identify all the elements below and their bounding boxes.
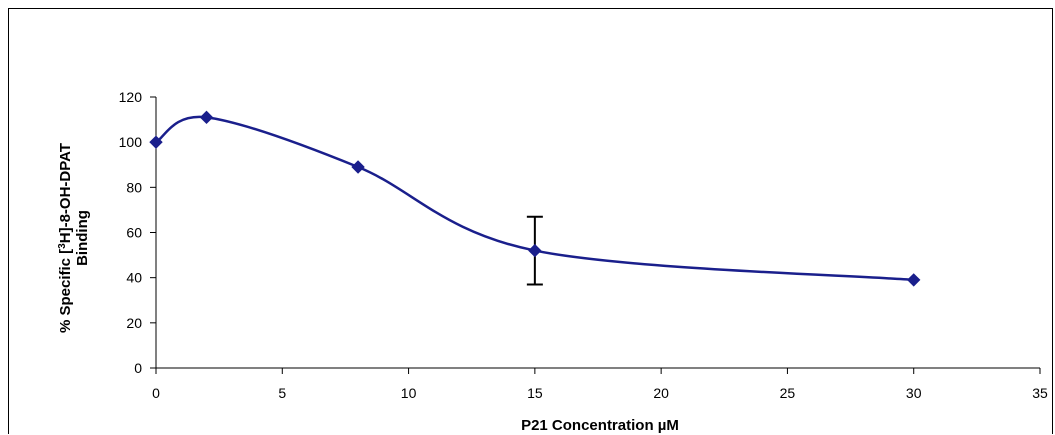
svg-text:% Specific [3H]-8-OH-DPAT: % Specific [3H]-8-OH-DPAT — [57, 143, 75, 333]
y-tick-label: 40 — [126, 270, 142, 286]
y-axis-title-prefix: % Specific [ — [57, 249, 74, 333]
x-tick-label: 15 — [527, 385, 543, 401]
y-axis-title-sup: 3 — [57, 243, 68, 249]
y-tick-label: 100 — [119, 134, 143, 150]
x-tick-label: 25 — [780, 385, 796, 401]
y-axis-title-line2: Binding — [74, 210, 91, 266]
y-tick-label: 60 — [126, 225, 142, 241]
y-tick-label: 120 — [119, 89, 143, 105]
x-tick-label: 35 — [1032, 385, 1048, 401]
y-tick-label: 20 — [126, 315, 142, 331]
y-axis-title-suffix: H]-8-OH-DPAT — [57, 143, 74, 243]
x-tick-label: 10 — [401, 385, 417, 401]
data-point-marker — [907, 273, 921, 287]
x-tick-label: 30 — [906, 385, 922, 401]
x-tick-label: 5 — [278, 385, 286, 401]
data-point-marker — [199, 110, 214, 125]
data-point-marker — [351, 160, 365, 174]
x-tick-label: 20 — [653, 385, 669, 401]
plot-area: 0 20 40 60 80 100 120 0 5 10 15 20 25 30 35 — [119, 89, 1048, 401]
y-tick-label: 0 — [134, 360, 142, 376]
x-axis-title: P21 Concentration µM — [521, 417, 679, 434]
y-tick-label: 80 — [126, 179, 142, 195]
data-point-marker — [528, 243, 542, 258]
chart-frame — [8, 8, 1053, 434]
x-tick-label: 0 — [152, 385, 160, 401]
y-axis-title: % Specific [3H]-8-OH-DPAT Binding — [57, 143, 92, 333]
data-point-marker — [149, 135, 163, 149]
